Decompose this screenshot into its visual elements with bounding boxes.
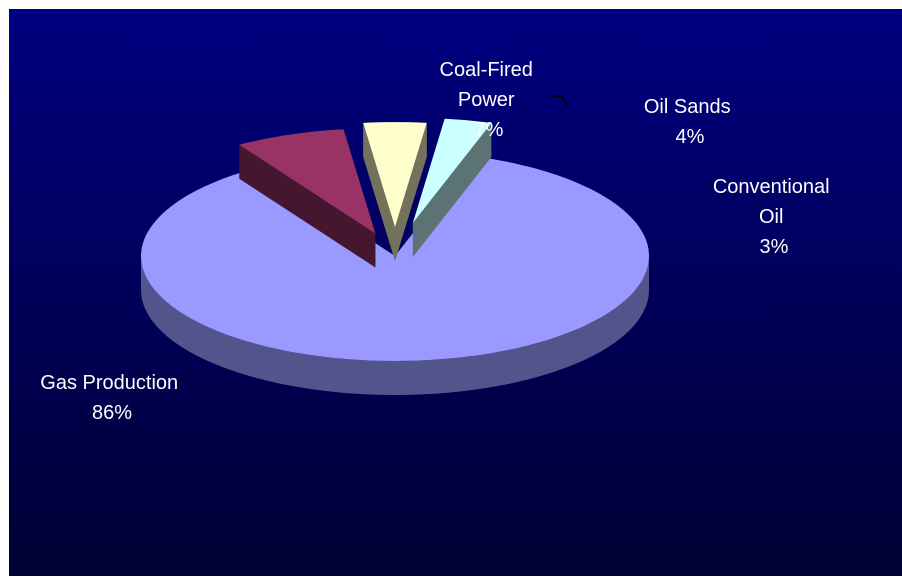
slice-oil-sands-top [363,122,427,228]
label-oil-sands: Oil Sands 4% [644,96,736,148]
slice-oil-sands [363,122,427,262]
slice-gas-production-rim-0 [141,256,649,395]
label-coal-percent: 7% [475,119,504,141]
coal-leader-line [549,95,568,107]
pie-chart: Gas Production 86% Coal-Fired Power 7% O… [9,9,902,576]
label-gas-percent: 86% [92,402,132,424]
slices-layer [141,118,649,395]
slice-coal-fired-power [239,129,376,268]
slice-oil-sands-side-start [363,122,395,262]
label-oil-sands-name: Oil Sands [644,96,731,118]
label-conventional-percent: 3% [760,236,789,258]
label-coal-fired-power: Coal-Fired Power 7% [440,59,539,141]
label-coal-name-1: Coal-Fired [440,59,533,81]
label-conventional-oil: Conventional Oil 3% [713,176,835,258]
label-oil-sands-percent: 4% [676,126,705,148]
chart-area: Gas Production 86% Coal-Fired Power 7% O… [9,9,902,578]
slice-oil-sands-side-end [395,122,427,262]
label-conventional-name-2: Oil [759,206,783,228]
slice-coal-fired-power-side-start [239,144,376,268]
label-gas-name: Gas Production [40,372,178,394]
label-conventional-name-1: Conventional [713,176,830,198]
slice-conventional-oil [412,118,492,257]
label-coal-name-2: Power [458,89,515,111]
slice-coal-fired-power-top [239,129,376,234]
slice-conventional-oil-side-end [412,123,492,257]
label-gas-production: Gas Production 86% [40,372,183,424]
slice-conventional-oil-top [412,118,492,223]
